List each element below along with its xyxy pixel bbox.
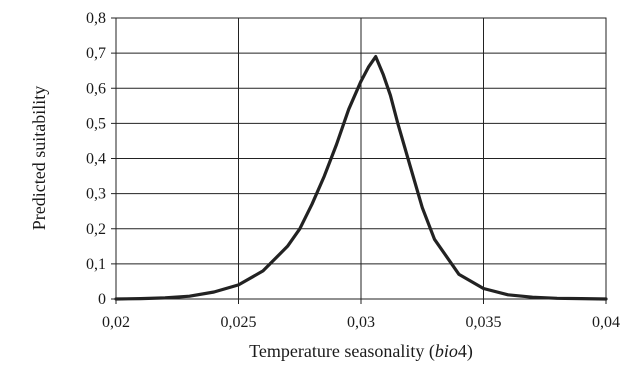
series-line bbox=[114, 55, 608, 301]
x-tick-label: 0,04 bbox=[592, 314, 620, 331]
gridlines bbox=[111, 17, 607, 304]
x-tick-label: 0,035 bbox=[466, 314, 502, 331]
y-tick-label: 0,1 bbox=[86, 256, 106, 273]
y-tick-label: 0,8 bbox=[86, 10, 106, 27]
y-axis-title: Predicted suitability bbox=[29, 86, 49, 230]
x-tick-label: 0,02 bbox=[102, 314, 130, 331]
y-tick-label: 0,3 bbox=[86, 186, 106, 203]
x-tick-label: 0,025 bbox=[221, 314, 257, 331]
y-tick-label: 0,6 bbox=[86, 80, 106, 97]
tick-labels: 0 0,1 0,2 0,3 0,4 0,5 0,6 0,7 0,8 0,02 0,025 0,03 0,… bbox=[86, 10, 620, 331]
y-tick-label: 0,2 bbox=[86, 221, 106, 238]
y-tick-label: 0,5 bbox=[86, 115, 106, 132]
y-tick-label: 0 bbox=[98, 291, 106, 308]
plot-frame bbox=[115, 17, 607, 300]
x-axis-title: Temperature seasonality (bio4) bbox=[249, 341, 473, 362]
y-tick-label: 0,7 bbox=[86, 45, 106, 62]
x-tick-label: 0,03 bbox=[347, 314, 375, 331]
y-tick-label: 0,4 bbox=[86, 151, 106, 168]
